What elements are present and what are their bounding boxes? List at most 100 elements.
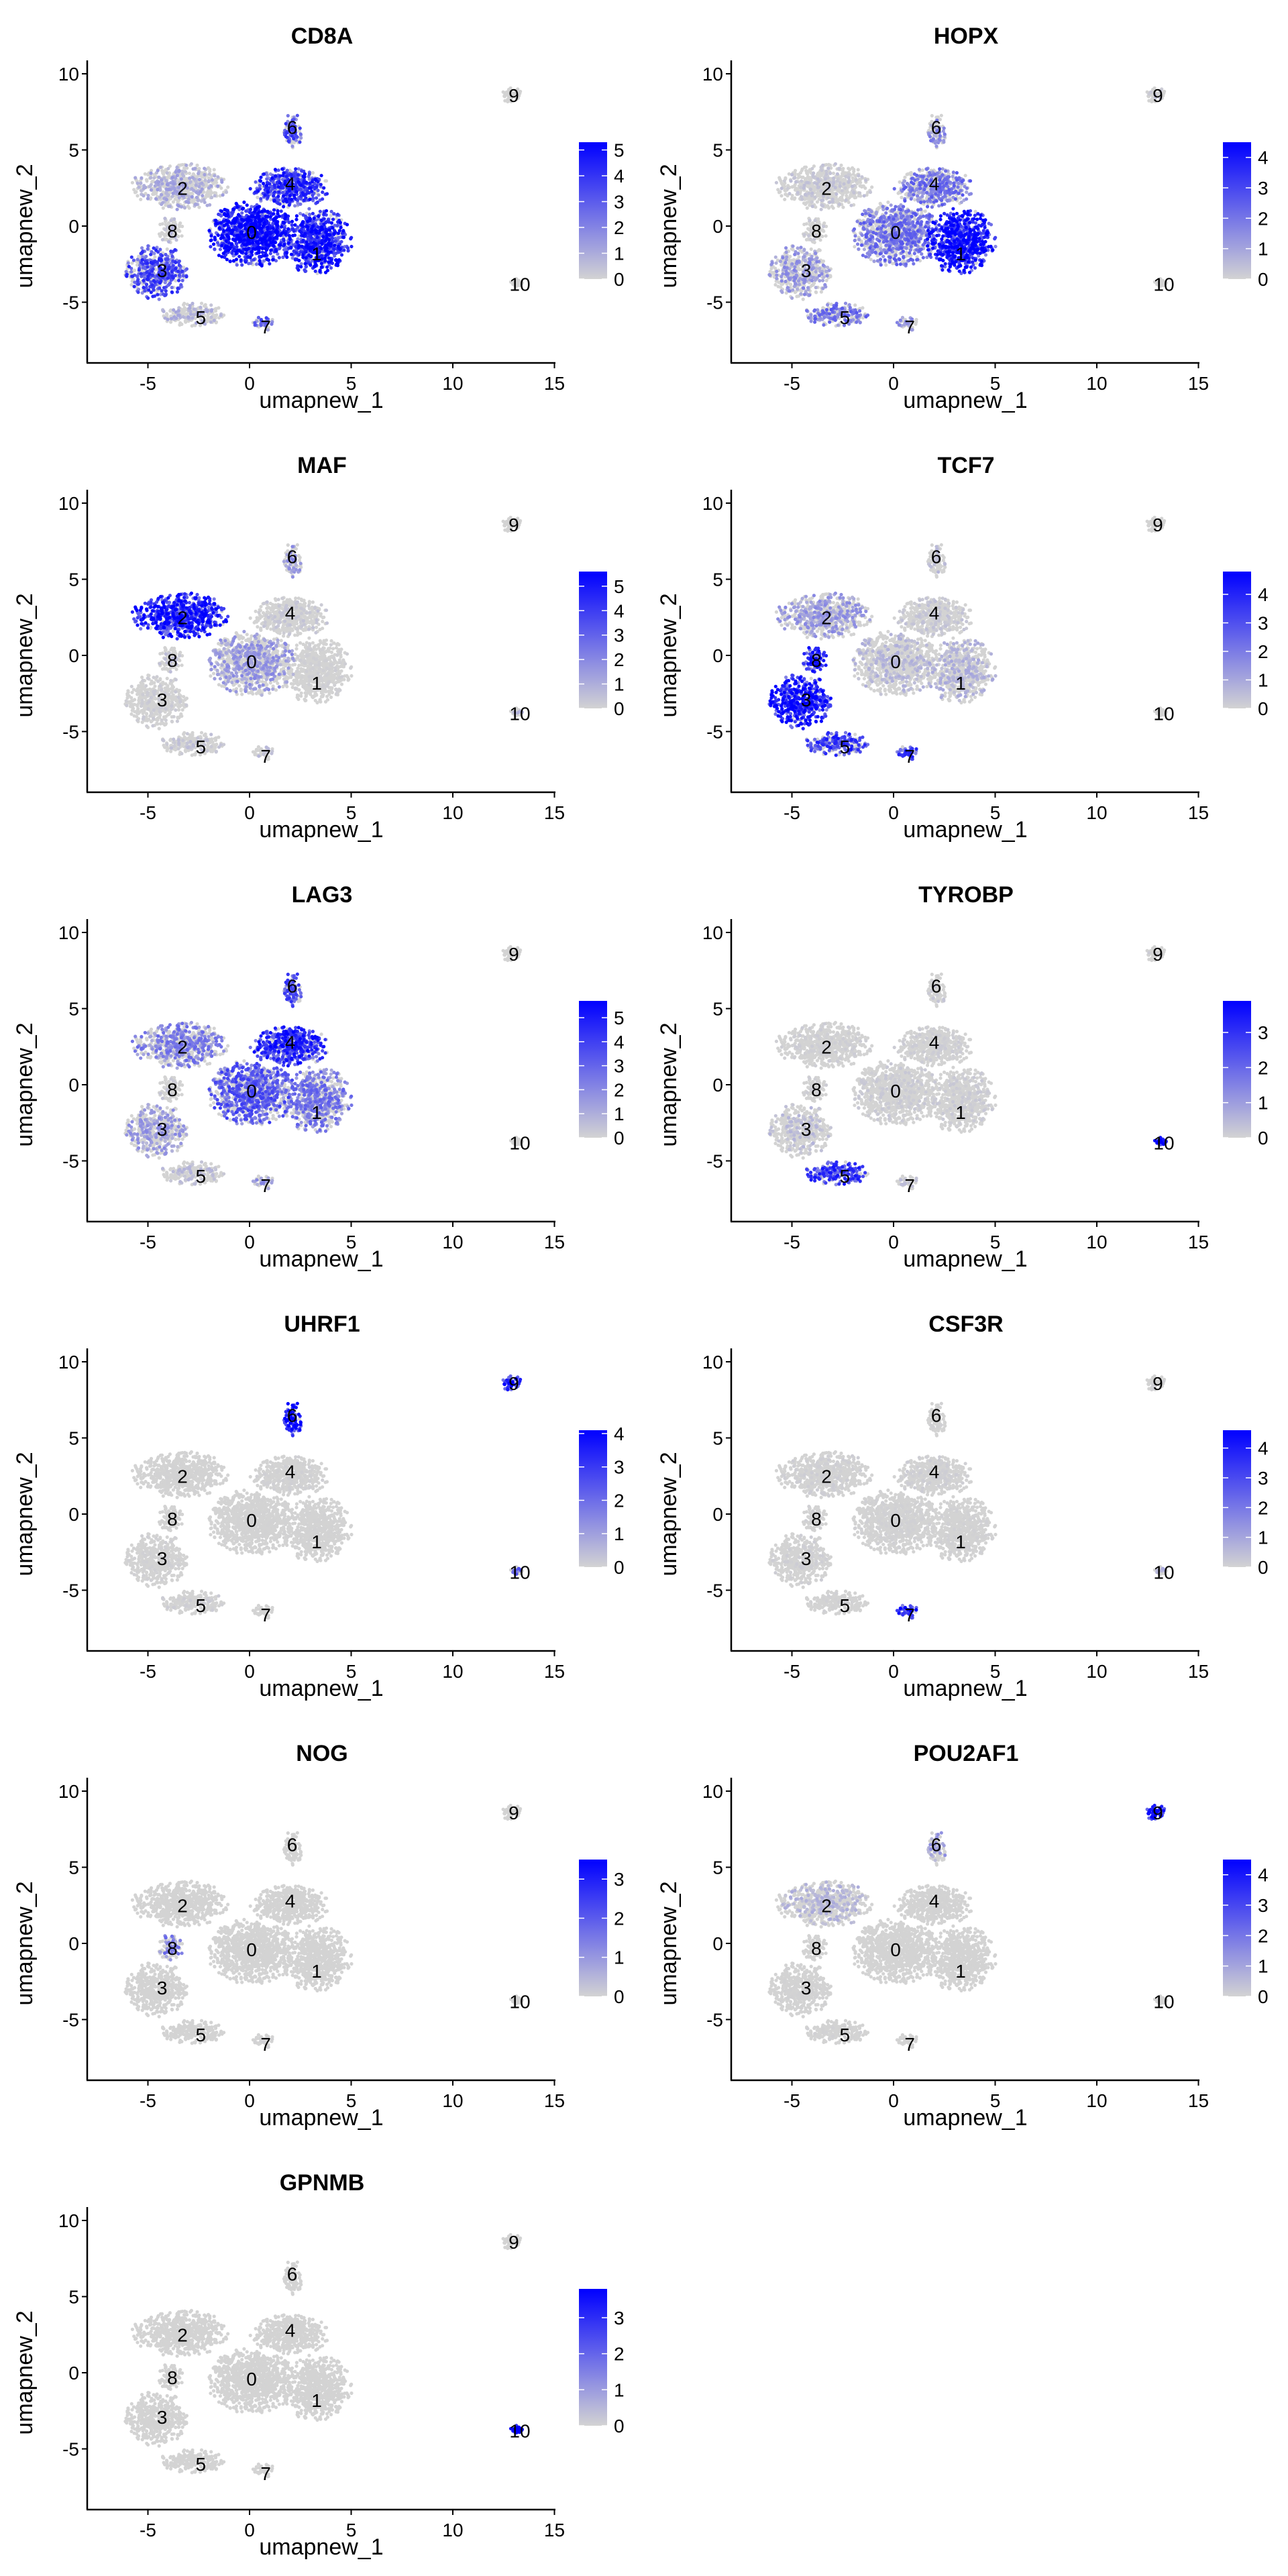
cell-point — [188, 176, 192, 180]
cell-point — [209, 234, 213, 238]
cell-point — [276, 252, 280, 256]
cell-point — [322, 217, 326, 221]
cell-point — [130, 180, 134, 184]
cell-point — [510, 93, 514, 97]
x-tick-label: 5 — [346, 373, 357, 394]
cell-point — [266, 215, 270, 219]
cell-point — [276, 168, 280, 172]
cell-point — [271, 221, 275, 225]
cell-point — [153, 255, 157, 259]
cell-point — [299, 223, 303, 227]
cell-point — [216, 233, 220, 237]
cell-point — [322, 211, 326, 215]
cell-point — [293, 258, 297, 262]
cell-point — [307, 172, 311, 176]
cell-point — [214, 178, 218, 182]
cell-point — [290, 182, 294, 186]
cell-point — [174, 227, 178, 231]
cell-point — [160, 262, 164, 266]
cell-point — [234, 241, 238, 246]
cell-point — [973, 209, 977, 213]
cell-point — [197, 205, 201, 209]
cell-point — [199, 301, 204, 305]
cell-point — [812, 164, 816, 168]
cell-point — [327, 233, 331, 237]
cluster-label: 2 — [177, 178, 188, 199]
cell-point — [178, 221, 182, 225]
cell-point — [195, 163, 199, 167]
cell-point — [261, 181, 266, 186]
cell-point — [276, 211, 280, 215]
cell-point — [260, 250, 264, 254]
cell-point — [797, 255, 801, 259]
cell-point — [296, 177, 300, 181]
cell-point — [847, 196, 851, 200]
cell-point — [318, 269, 322, 274]
cell-point — [157, 232, 162, 236]
cell-point — [278, 181, 282, 185]
cell-point — [841, 191, 845, 195]
cell-point — [282, 199, 286, 203]
cell-point — [282, 205, 286, 209]
cell-point — [167, 272, 171, 276]
cell-point — [187, 206, 191, 210]
cell-point — [174, 278, 178, 283]
cell-point — [146, 193, 150, 198]
cell-point — [298, 229, 302, 233]
cell-point — [148, 184, 152, 189]
cell-point — [201, 311, 205, 315]
cell-point — [276, 185, 280, 189]
cell-point — [191, 301, 195, 305]
cell-point — [503, 99, 507, 103]
cell-point — [237, 248, 241, 252]
cell-point — [136, 282, 140, 286]
cell-point — [289, 246, 293, 250]
cell-point — [136, 258, 140, 262]
cell-point — [305, 211, 309, 215]
cell-point — [162, 309, 166, 313]
cell-point — [191, 167, 195, 171]
cell-point — [250, 227, 254, 231]
cell-point — [323, 239, 328, 243]
cell-point — [803, 197, 807, 201]
cell-point — [297, 167, 301, 171]
cell-point — [268, 262, 272, 266]
cell-point — [807, 200, 811, 204]
cell-point — [178, 191, 182, 195]
cell-point — [298, 126, 302, 130]
cell-point — [284, 134, 288, 139]
cell-point — [239, 230, 244, 234]
cell-point — [180, 169, 184, 173]
cell-point — [289, 128, 293, 132]
cell-point — [140, 189, 144, 193]
cell-point — [310, 180, 314, 184]
cell-point — [222, 229, 226, 233]
cell-point — [329, 266, 333, 270]
cell-point — [220, 233, 224, 238]
cell-point — [278, 243, 282, 247]
cell-point — [140, 250, 144, 254]
cell-point — [200, 187, 204, 191]
cell-point — [211, 242, 216, 246]
cell-point — [272, 199, 276, 203]
cell-point — [301, 220, 305, 224]
cell-point — [884, 263, 888, 267]
cell-point — [339, 253, 344, 257]
cell-point — [283, 217, 287, 221]
cluster-label: 6 — [287, 117, 298, 138]
cell-point — [345, 223, 350, 227]
cell-point — [162, 176, 166, 180]
cell-point — [309, 235, 313, 239]
cell-point — [848, 168, 852, 172]
cell-point — [787, 172, 791, 176]
cell-point — [224, 218, 228, 222]
cell-point — [841, 205, 845, 209]
cell-point — [276, 198, 281, 202]
cell-point — [235, 245, 239, 249]
cell-point — [218, 248, 222, 252]
cell-point — [163, 217, 167, 221]
cell-point — [174, 170, 178, 174]
cell-point — [146, 247, 150, 251]
cell-point — [175, 290, 179, 294]
cell-point — [325, 265, 329, 269]
